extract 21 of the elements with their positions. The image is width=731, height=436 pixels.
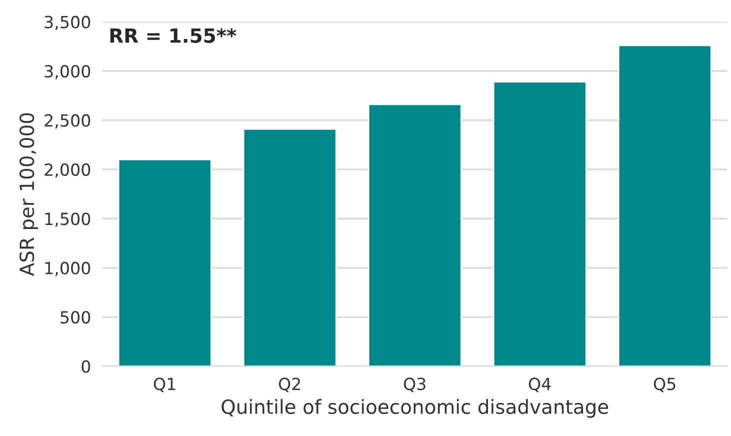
- x-tick-label: Q4: [528, 378, 551, 392]
- x-axis-title: Quintile of socioeconomic disadvantage: [222, 399, 608, 418]
- y-tick-label: 500: [60, 310, 90, 324]
- annotation: RR = 1.55**: [110, 28, 236, 43]
- bar: [492, 81, 587, 366]
- x-tick-label: Q3: [404, 378, 426, 392]
- bar: [618, 44, 712, 366]
- bar: [118, 158, 212, 366]
- y-tick-label: 2,000: [44, 163, 90, 178]
- bar: [242, 128, 337, 366]
- x-tick-label: Q1: [154, 378, 176, 392]
- y-tick-label: 0: [82, 360, 90, 373]
- y-tick-label: 2,500: [44, 114, 90, 128]
- bar: [368, 104, 462, 366]
- y-tick-label: 1,500: [45, 212, 90, 227]
- x-tick-label: Q2: [278, 378, 300, 392]
- y-tick-label: 3,000: [44, 64, 90, 80]
- y-tick-label: 1,000: [45, 262, 90, 276]
- y-axis-title: ASR per 100,000: [19, 113, 38, 276]
- y-tick-label: 3,500: [44, 16, 90, 30]
- x-tick-label: Q5: [654, 378, 676, 392]
